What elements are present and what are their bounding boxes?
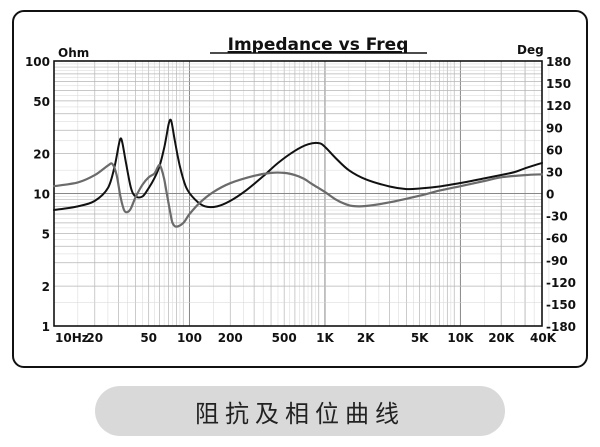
y-left-tick-label: 50: [33, 95, 50, 109]
x-tick-label: 2K: [357, 331, 375, 345]
y-right-tick-label: 60: [546, 143, 563, 157]
y-right-tick-label: -90: [546, 254, 568, 268]
y-right-tick-label: 30: [546, 165, 563, 179]
caption-text: 阻抗及相位曲线: [195, 399, 405, 428]
x-tick-label: 50: [140, 331, 157, 345]
y-right-tick-label: 90: [546, 121, 563, 135]
right-axis-label: Deg: [517, 43, 544, 57]
x-tick-label: 500: [272, 331, 297, 345]
y-right-tick-label: -30: [546, 210, 568, 224]
y-right-tick-label: 150: [546, 77, 571, 91]
y-right-tick-label: 0: [546, 188, 554, 202]
y-left-tick-label: 20: [33, 148, 50, 162]
y-left-tick-label: 2: [42, 280, 50, 294]
y-right-tick-label: -150: [546, 298, 576, 312]
x-tick-label: 20K: [488, 331, 515, 345]
x-tick-label: 200: [218, 331, 243, 345]
phase-curve: [52, 162, 544, 228]
x-tick-label: 1K: [316, 331, 334, 345]
impedance-phase-chart: Impedance vs Freq Ohm Deg 100 50 20 10 5 2 1 180 15…: [25, 35, 576, 345]
y-left-tick-label: 10: [33, 188, 50, 202]
left-axis-label: Ohm: [58, 46, 89, 60]
chart-title: Impedance vs Freq: [228, 35, 409, 55]
x-tick-label: 10K: [447, 331, 474, 345]
y-right-tick-label: 120: [546, 99, 571, 113]
y-left-tick-label: 5: [42, 227, 50, 241]
x-tick-label: 40K: [530, 331, 557, 345]
y-right-tick-label: -180: [546, 320, 576, 334]
x-tick-label: 5K: [411, 331, 429, 345]
y-left-tick-label: 100: [25, 55, 50, 69]
y-right-tick-label: -60: [546, 232, 568, 246]
x-tick-label: 10Hz: [55, 331, 89, 345]
x-tick-label: 20: [86, 331, 103, 345]
impedance-curve: [53, 118, 543, 212]
x-tick-label: 100: [177, 331, 202, 345]
plot-border: [53, 60, 543, 327]
y-right-tick-label: 180: [546, 55, 571, 69]
chart-frame: Impedance vs Freq Ohm Deg 100 50 20 10 5 2 1 180 15…: [12, 10, 588, 368]
y-left-tick-label: 1: [42, 320, 50, 334]
y-right-tick-label: -120: [546, 276, 576, 290]
caption-bar: 阻抗及相位曲线: [95, 386, 505, 436]
